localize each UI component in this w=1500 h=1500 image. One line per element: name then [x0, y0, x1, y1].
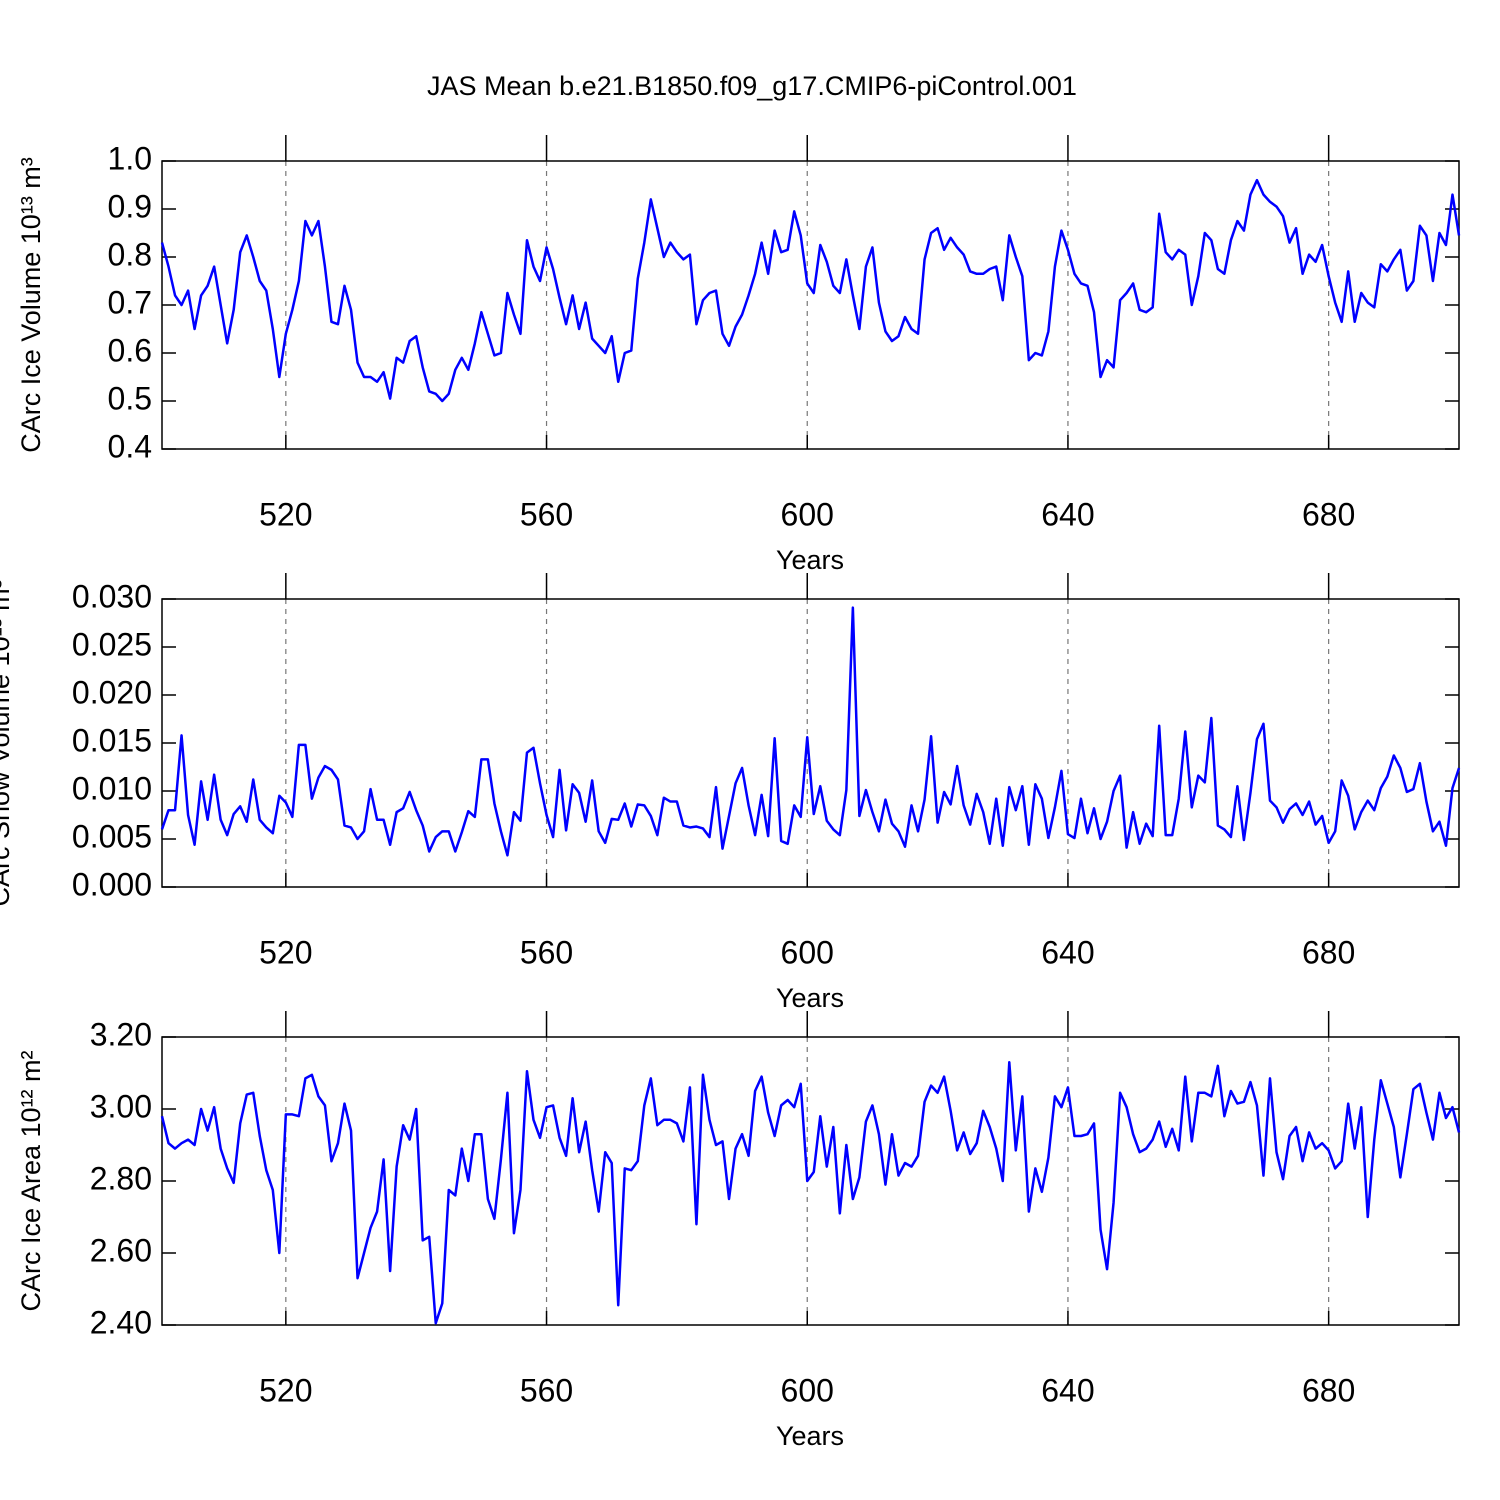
x-tick-label: 680 [1302, 934, 1355, 970]
y-tick-label: 0.030 [72, 578, 152, 614]
data-line [160, 606, 1461, 857]
y-tick-label: 0.005 [72, 818, 152, 854]
y-tick-label: 0.4 [108, 428, 152, 464]
x-axis-title: Years [776, 1421, 844, 1451]
y-tick-label: 0.025 [72, 626, 152, 662]
plot-frame [161, 1036, 1460, 1326]
data-line [160, 178, 1461, 403]
plot-frame [161, 160, 1460, 450]
chart-title: JAS Mean b.e21.B1850.f09_g17.CMIP6-piCon… [427, 71, 1077, 101]
y-axis-title: CArc Snow Volume 10¹³ m³ [0, 579, 15, 906]
x-tick-label: 600 [781, 1372, 834, 1408]
y-tick-label: 0.8 [108, 236, 152, 272]
x-tick-label: 520 [259, 1372, 312, 1408]
x-tick-label: 600 [781, 934, 834, 970]
y-tick-label: 0.015 [72, 722, 152, 758]
data-line [160, 1060, 1461, 1325]
y-tick-label: 1.0 [108, 140, 152, 176]
x-tick-label: 640 [1041, 934, 1094, 970]
y-tick-label: 2.60 [90, 1232, 152, 1268]
y-tick-label: 0.5 [108, 380, 152, 416]
y-axis-title: CArc Ice Volume 10¹³ m³ [16, 157, 46, 453]
y-tick-label: 3.00 [90, 1088, 152, 1124]
x-tick-label: 560 [520, 496, 573, 532]
y-tick-label: 3.20 [90, 1016, 152, 1052]
y-tick-label: 0.000 [72, 866, 152, 902]
x-tick-label: 560 [520, 934, 573, 970]
y-tick-label: 0.020 [72, 674, 152, 710]
y-tick-label: 0.7 [108, 284, 152, 320]
x-tick-label: 640 [1041, 1372, 1094, 1408]
x-axis-title: Years [776, 983, 844, 1013]
x-tick-label: 520 [259, 934, 312, 970]
x-tick-label: 640 [1041, 496, 1094, 532]
y-tick-label: 0.6 [108, 332, 152, 368]
x-tick-label: 600 [781, 496, 834, 532]
x-tick-label: 680 [1302, 1372, 1355, 1408]
y-tick-label: 0.010 [72, 770, 152, 806]
x-tick-label: 520 [259, 496, 312, 532]
y-tick-label: 2.40 [90, 1304, 152, 1340]
x-tick-label: 560 [520, 1372, 573, 1408]
y-tick-label: 2.80 [90, 1160, 152, 1196]
x-tick-label: 680 [1302, 496, 1355, 532]
y-axis-title: CArc Ice Area 10¹² m² [16, 1050, 46, 1311]
y-tick-label: 0.9 [108, 188, 152, 224]
plot-frame [161, 598, 1460, 888]
x-axis-title: Years [776, 545, 844, 575]
